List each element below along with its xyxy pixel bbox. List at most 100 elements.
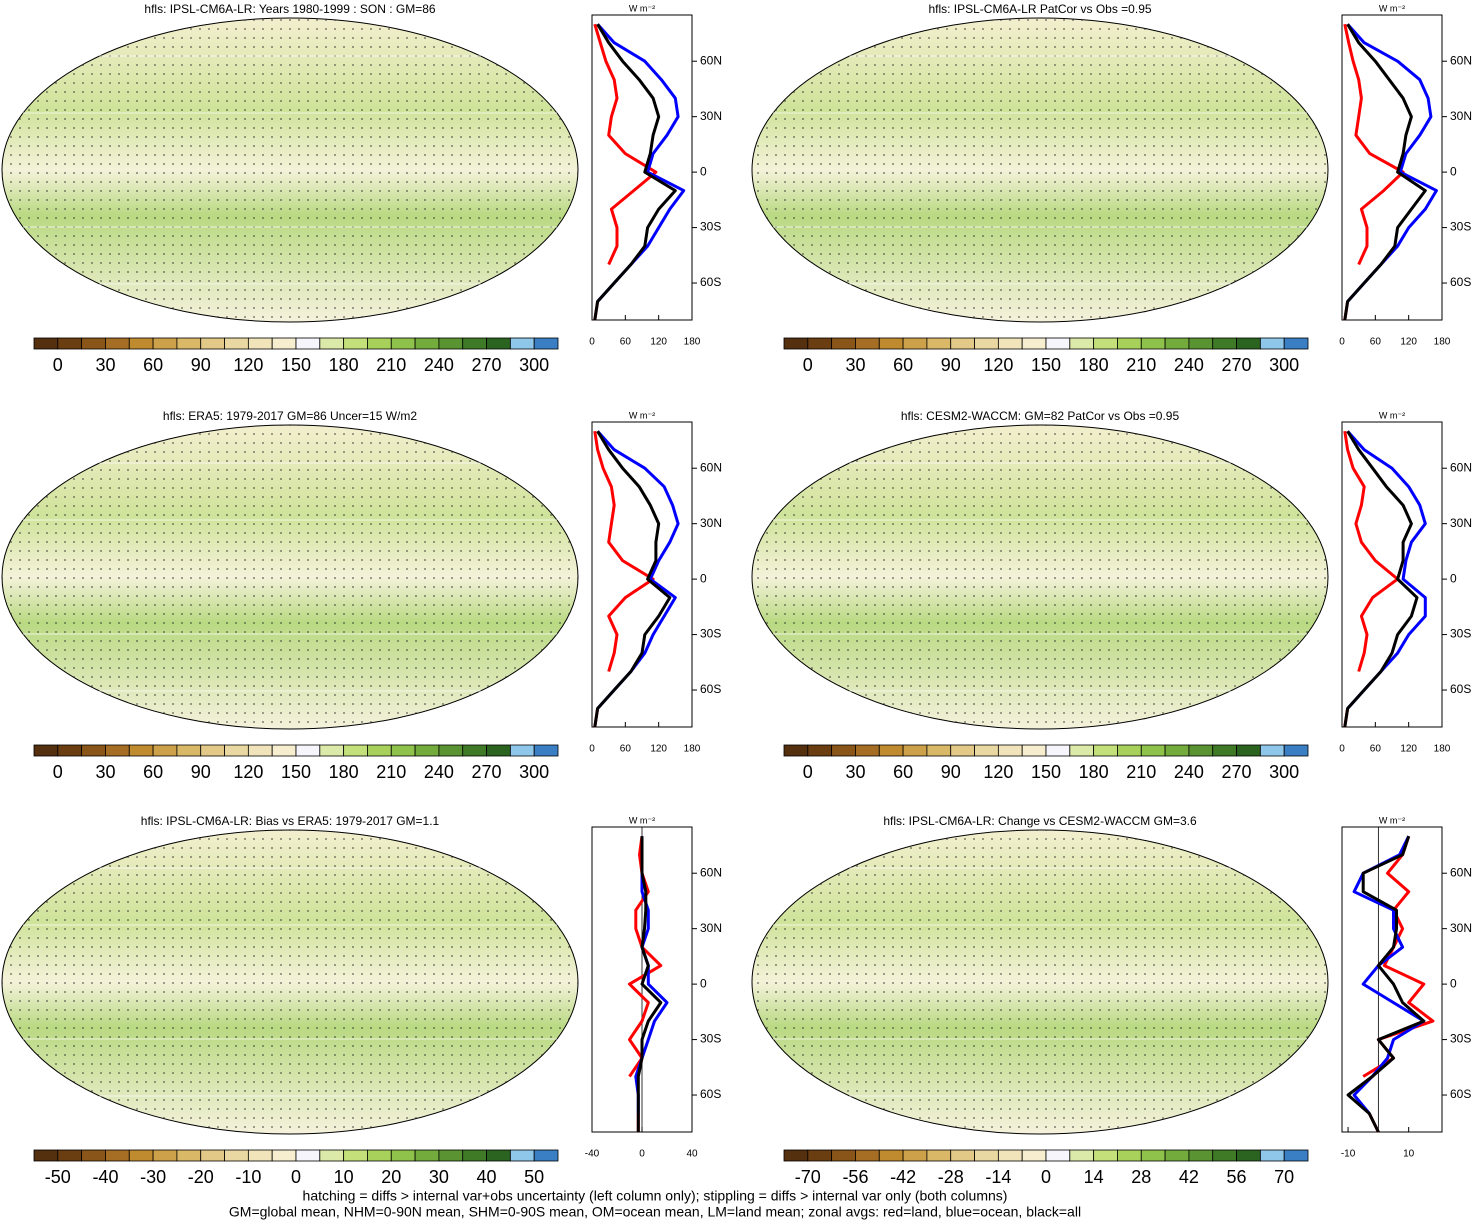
y-tick-label: 30N xyxy=(1450,921,1472,935)
colorbar-box xyxy=(1212,337,1237,350)
colorbar-tick-label: -42 xyxy=(890,1167,916,1187)
colorbar-box xyxy=(486,337,511,350)
colorbar-tick-label: 270 xyxy=(1222,355,1252,375)
colorbar-tick-label: 180 xyxy=(1079,355,1109,375)
colorbar-tick-label: 240 xyxy=(1174,355,1204,375)
colorbar-box xyxy=(974,744,999,757)
colorbar-box xyxy=(343,1149,368,1162)
colorbar-box xyxy=(878,1149,904,1162)
colorbar-box xyxy=(1093,744,1118,757)
y-tick-label: 30N xyxy=(1450,109,1472,123)
colorbar-box xyxy=(1045,337,1071,350)
colorbar-box xyxy=(57,337,83,350)
colorbar-tick-label: 30 xyxy=(95,355,115,375)
zonal-line xyxy=(593,430,672,728)
colorbar-box xyxy=(1164,337,1190,350)
colorbar-tick-label: -10 xyxy=(235,1167,261,1187)
zonal-line xyxy=(1343,430,1419,728)
colorbar-tick-label: -28 xyxy=(938,1167,964,1187)
colorbar-box xyxy=(807,337,833,350)
colorbar-box xyxy=(1140,1149,1166,1162)
y-tick-label: 30S xyxy=(1450,627,1471,641)
colorbar-box xyxy=(128,337,154,350)
x-tick-label: 120 xyxy=(1400,337,1417,348)
zonal-line xyxy=(1343,23,1427,321)
colorbar-tick-label: 30 xyxy=(845,762,865,782)
colorbar-box xyxy=(783,1149,809,1162)
colorbar-box xyxy=(152,1149,178,1162)
colorbar-box xyxy=(224,337,249,350)
colorbar-tick-label: -50 xyxy=(45,1167,71,1187)
colorbar-box xyxy=(57,1149,83,1162)
colorbar-tick-label: 90 xyxy=(941,762,961,782)
colorbar-box xyxy=(343,337,368,350)
colorbar-box xyxy=(176,744,202,757)
y-tick-label: 30S xyxy=(1450,1032,1471,1046)
colorbar-box xyxy=(390,1149,416,1162)
panel-title: hfls: CESM2-WACCM: GM=82 PatCor vs Obs =… xyxy=(901,409,1180,423)
colorbar-tick-label: 210 xyxy=(1126,355,1156,375)
colorbar-box xyxy=(367,744,392,757)
panel-title: hfls: IPSL-CM6A-LR PatCor vs Obs =0.95 xyxy=(928,2,1151,16)
footer-line: GM=global mean, NHM=0-90N mean, SHM=0-90… xyxy=(229,1204,1081,1220)
y-tick-label: 60S xyxy=(1450,1087,1471,1101)
panel-title: hfls: IPSL-CM6A-LR: Years 1980-1999 : SO… xyxy=(144,2,435,16)
colorbar-tick-label: 0 xyxy=(53,355,63,375)
colorbar-box xyxy=(462,1149,487,1162)
x-tick-label: 180 xyxy=(684,337,701,348)
colorbar-box xyxy=(128,1149,154,1162)
colorbar-tick-label: 300 xyxy=(519,355,549,375)
colorbar-tick-label: 30 xyxy=(429,1167,449,1187)
y-tick-label: 0 xyxy=(700,164,707,178)
colorbar-box xyxy=(295,337,321,350)
zonal-line xyxy=(628,835,663,1132)
unit-label: W m⁻² xyxy=(629,3,655,13)
panel: hfls: IPSL-CM6A-LR PatCor vs Obs =0.95 0 3… xyxy=(751,2,1472,375)
y-tick-label: 30N xyxy=(700,921,722,935)
x-tick-label: 180 xyxy=(1434,337,1451,348)
colorbar-tick-label: 270 xyxy=(472,355,502,375)
colorbar-box xyxy=(1117,337,1142,350)
colorbar-box xyxy=(926,1149,952,1162)
colorbar-box xyxy=(33,744,59,757)
y-tick-label: 60N xyxy=(700,53,722,67)
colorbar-tick-label: 210 xyxy=(376,762,406,782)
colorbar-box xyxy=(414,744,440,757)
colorbar-box xyxy=(1283,744,1309,757)
colorbar-box xyxy=(105,744,130,757)
colorbar-box xyxy=(902,337,928,350)
stippling xyxy=(752,18,1328,322)
y-tick-label: 30N xyxy=(700,516,722,530)
x-tick-label: 60 xyxy=(620,744,632,755)
colorbar-box xyxy=(902,1149,928,1162)
colorbar-box xyxy=(462,744,487,757)
plot-frame xyxy=(591,14,693,321)
y-tick-label: 30N xyxy=(700,109,722,123)
y-tick-label: 0 xyxy=(1450,164,1457,178)
colorbar-box xyxy=(974,1149,999,1162)
x-tick-label: 60 xyxy=(1370,337,1382,348)
colorbar-tick-label: 180 xyxy=(329,762,359,782)
colorbar-tick-label: 50 xyxy=(524,1167,544,1187)
colorbar-tick-label: 60 xyxy=(893,355,913,375)
colorbar-box xyxy=(105,1149,130,1162)
panel: hfls: IPSL-CM6A-LR: Change vs CESM2-WACC… xyxy=(751,814,1472,1187)
y-tick-label: 30S xyxy=(700,1032,721,1046)
y-tick-label: 0 xyxy=(1450,571,1457,585)
colorbar-tick-label: 60 xyxy=(893,762,913,782)
panel-title: hfls: IPSL-CM6A-LR: Change vs CESM2-WACC… xyxy=(883,814,1197,828)
colorbar-tick-label: 0 xyxy=(53,762,63,782)
colorbar-tick-label: 0 xyxy=(803,355,813,375)
unit-label: W m⁻² xyxy=(1379,815,1405,825)
colorbar-tick-label: 90 xyxy=(941,355,961,375)
colorbar-tick-label: 150 xyxy=(281,762,311,782)
colorbar-tick-label: 10 xyxy=(334,1167,354,1187)
colorbar-tick-label: 180 xyxy=(329,355,359,375)
colorbar-box xyxy=(533,744,559,757)
colorbar-box xyxy=(1188,337,1214,350)
colorbar-tick-label: 30 xyxy=(95,762,115,782)
y-tick-label: 0 xyxy=(1450,976,1457,990)
colorbar-tick-label: 150 xyxy=(281,355,311,375)
colorbar-tick-label: 0 xyxy=(291,1167,301,1187)
colorbar-box xyxy=(200,337,225,350)
